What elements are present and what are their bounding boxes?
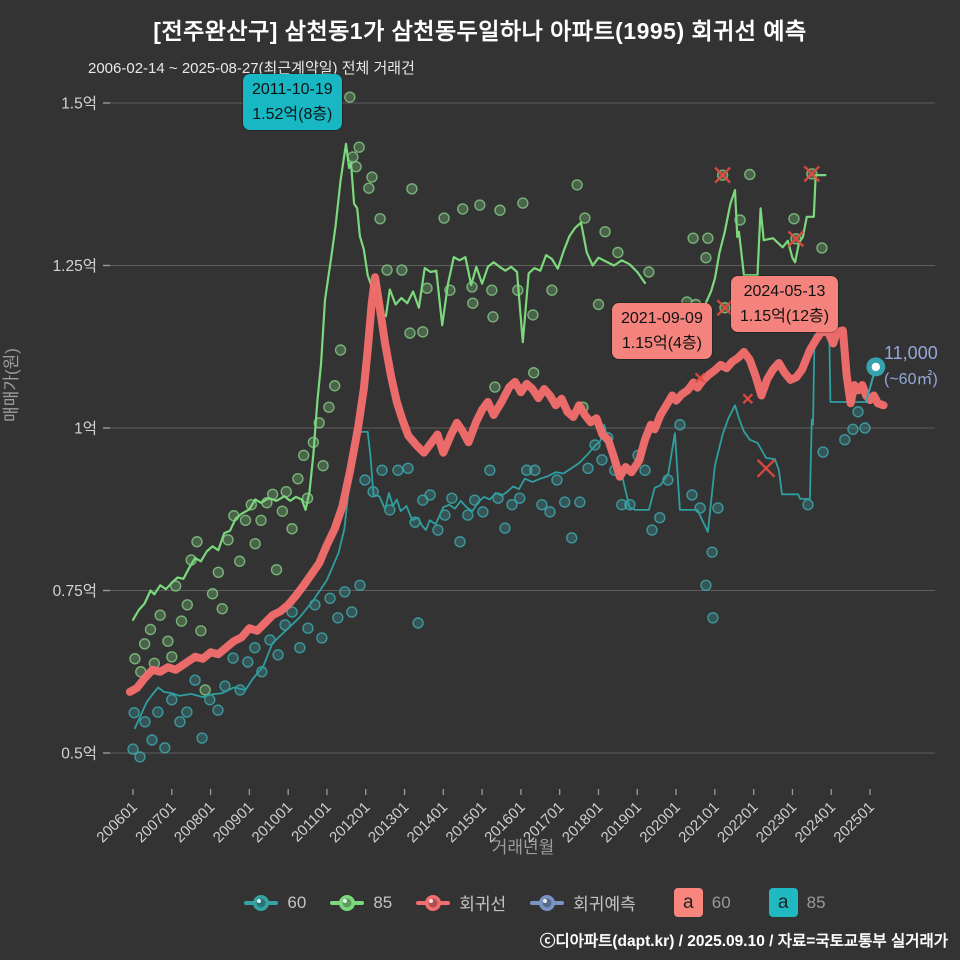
svg-text:202201: 202201	[714, 799, 761, 846]
annotation-deal-60-2024: 2024-05-13 1.15억(12층)	[731, 276, 839, 332]
svg-text:1.25억: 1.25억	[53, 257, 97, 275]
legend-item-회귀선: 회귀선	[416, 890, 506, 915]
legend: 60 85 회귀선 회귀예측 a 60 a 85	[110, 888, 960, 917]
annotation-max-deal-85: 2011-10-19 1.52억(8층)	[243, 74, 342, 130]
svg-text:200801: 200801	[171, 799, 218, 846]
svg-text:201001: 201001	[249, 799, 296, 846]
chip-label: 85	[806, 892, 826, 912]
svg-text:201801: 201801	[559, 799, 606, 846]
chip-label: 60	[711, 892, 731, 912]
legend-line-marker-icon	[530, 894, 565, 911]
legend-item-85: 85	[330, 893, 392, 913]
legend-label: 회귀선	[459, 895, 507, 914]
svg-text:202301: 202301	[753, 799, 800, 846]
annotation-deal-60-2021: 2021-09-09 1.15억(4층)	[612, 303, 712, 359]
svg-text:201401: 201401	[404, 799, 451, 846]
svg-text:0.75억: 0.75억	[53, 582, 97, 600]
svg-text:0.5억: 0.5억	[61, 745, 97, 763]
legend-line-marker-icon	[416, 894, 451, 911]
annotation-price: 1.15억(4층)	[621, 335, 702, 352]
svg-text:200901: 200901	[210, 799, 257, 846]
legend-label: 85	[373, 892, 393, 912]
svg-text:201101: 201101	[288, 799, 335, 846]
annotation-color-key-85: a 85	[768, 888, 826, 917]
annotation-price: 1.15억(12층)	[740, 308, 830, 325]
legend-label: 회귀예측	[573, 895, 636, 914]
page-title: [전주완산구] 삼천동1가 삼천동두일하나 아파트(1995) 회귀선 예측	[153, 18, 807, 44]
svg-text:202101: 202101	[675, 799, 722, 846]
svg-text:거래년월: 거래년월	[492, 838, 555, 857]
prediction-area: (~60㎡)	[884, 371, 938, 388]
svg-text:202001: 202001	[636, 799, 683, 846]
svg-text:201901: 201901	[598, 799, 645, 846]
legend-label: 60	[287, 892, 307, 912]
legend-line-marker-icon	[244, 894, 279, 911]
annotation-date: 2011-10-19	[252, 81, 333, 98]
svg-text:201201: 201201	[326, 799, 373, 846]
legend-line-marker-icon	[330, 894, 365, 911]
svg-text:202501: 202501	[830, 799, 877, 846]
legend-item-회귀예측: 회귀예측	[530, 890, 636, 915]
annotation-date: 2021-09-09	[621, 310, 703, 327]
page-subtitle: 2006-02-14 ~ 2025-08-27(최근계약일) 전체 거래건	[88, 60, 415, 77]
svg-text:201501: 201501	[443, 799, 490, 846]
annotation-chip-icon: a	[768, 888, 798, 917]
svg-text:1.5억: 1.5억	[61, 95, 97, 113]
svg-text:200701: 200701	[132, 799, 179, 846]
svg-text:200601: 200601	[93, 799, 140, 846]
annotation-price: 1.52억(8층)	[252, 106, 333, 123]
annotation-color-key-60: a 60	[673, 888, 731, 917]
annotation-chip-icon: a	[673, 888, 703, 917]
svg-text:매매가(원): 매매가(원)	[2, 348, 21, 422]
svg-text:1억: 1억	[74, 420, 97, 438]
footer-credit: ⓒ디아파트(dapt.kr) / 2025.09.10 / 자료=국토교통부 실…	[539, 933, 948, 950]
prediction-label: 11,000 (~60㎡)	[884, 341, 960, 392]
annotation-date: 2024-05-13	[743, 283, 826, 300]
legend-item-60: 60	[244, 893, 306, 913]
prediction-value: 11,000	[884, 343, 938, 363]
svg-text:202401: 202401	[792, 799, 839, 846]
svg-text:201301: 201301	[365, 799, 412, 846]
